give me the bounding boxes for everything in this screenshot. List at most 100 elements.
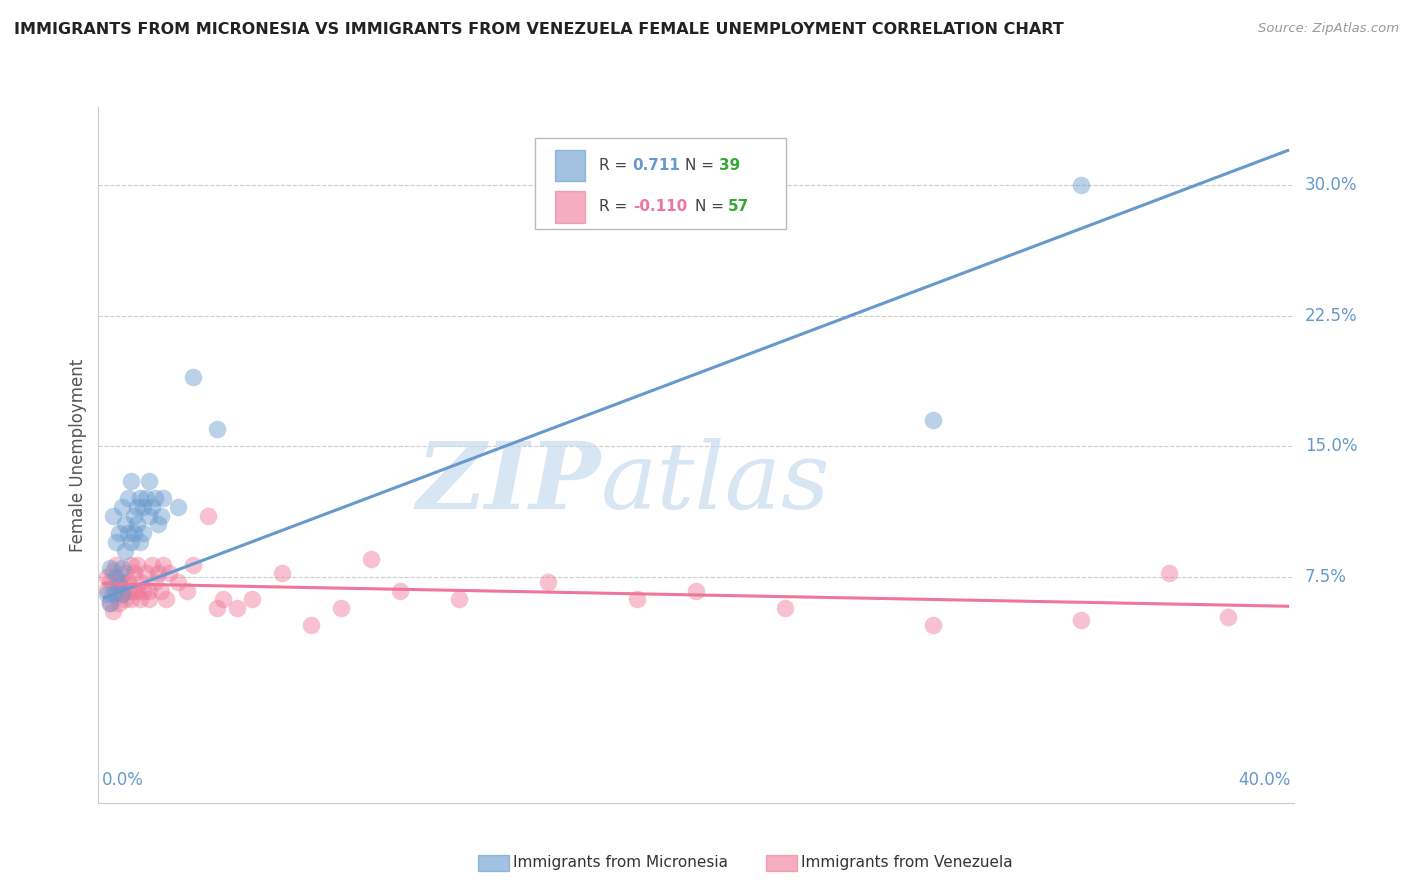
Point [143, 574, 166, 589]
Point [138, 508, 160, 523]
Point [103, 605, 125, 619]
Point [138, 474, 160, 488]
Point [111, 500, 134, 514]
Point [135, 491, 157, 506]
Point [105, 587, 128, 601]
Text: 0.0%: 0.0% [101, 771, 143, 789]
Point [120, 474, 142, 488]
Point [96, 587, 118, 601]
Point [105, 534, 128, 549]
Point [108, 578, 131, 592]
Point [125, 558, 148, 572]
Point [132, 583, 155, 598]
Point [299, 618, 322, 632]
Point [122, 508, 145, 523]
Point [146, 566, 169, 581]
Bar [555, 191, 585, 223]
Point [135, 566, 157, 581]
Point [111, 587, 134, 601]
Point [108, 596, 131, 610]
Point [105, 570, 128, 584]
Point [360, 552, 382, 566]
Point [921, 618, 943, 632]
Point [176, 583, 198, 598]
Point [98, 561, 121, 575]
Text: 0.711: 0.711 [633, 158, 681, 173]
Point [181, 369, 204, 384]
Text: Immigrants from Venezuela: Immigrants from Venezuela [801, 855, 1014, 870]
Point [114, 517, 136, 532]
Point [128, 574, 150, 589]
Point [181, 558, 204, 572]
Text: 39: 39 [718, 158, 740, 173]
Text: 30.0%: 30.0% [1305, 177, 1357, 194]
Point [98, 574, 121, 589]
Point [103, 565, 125, 579]
Text: R =: R = [599, 158, 633, 173]
Point [117, 526, 139, 541]
Y-axis label: Female Unemployment: Female Unemployment [69, 359, 87, 551]
Point [205, 601, 228, 615]
Point [211, 592, 233, 607]
Point [146, 517, 169, 532]
Point [114, 592, 136, 607]
Point [120, 558, 142, 572]
Point [125, 517, 148, 532]
Point [141, 500, 163, 514]
Point [108, 574, 131, 589]
Text: 15.0%: 15.0% [1305, 437, 1357, 455]
Point [152, 558, 174, 572]
Point [205, 422, 228, 436]
Point [226, 601, 249, 615]
Point [449, 592, 471, 607]
Point [111, 574, 134, 589]
Point [98, 596, 121, 610]
Text: 57: 57 [728, 200, 749, 214]
Text: IMMIGRANTS FROM MICRONESIA VS IMMIGRANTS FROM VENEZUELA FEMALE UNEMPLOYMENT CORR: IMMIGRANTS FROM MICRONESIA VS IMMIGRANTS… [14, 22, 1064, 37]
Point [685, 583, 707, 598]
Point [240, 592, 263, 607]
Point [330, 601, 353, 615]
Point [921, 413, 943, 427]
Bar [555, 150, 585, 181]
Point [125, 500, 148, 514]
Point [122, 583, 145, 598]
Point [132, 500, 155, 514]
Point [120, 592, 142, 607]
Text: ZIP: ZIP [416, 438, 600, 528]
Point [114, 543, 136, 558]
Point [138, 592, 160, 607]
Point [111, 587, 134, 601]
Text: 7.5%: 7.5% [1305, 567, 1347, 586]
Text: -0.110: -0.110 [633, 200, 688, 214]
Point [111, 561, 134, 575]
Point [138, 583, 160, 598]
Point [117, 574, 139, 589]
Point [149, 583, 172, 598]
Text: 22.5%: 22.5% [1305, 307, 1357, 325]
Point [157, 566, 180, 581]
Point [120, 534, 142, 549]
Point [155, 592, 177, 607]
Point [96, 582, 118, 596]
Point [143, 491, 166, 506]
Point [128, 534, 150, 549]
Text: N =: N = [695, 200, 728, 214]
Text: atlas: atlas [600, 438, 830, 528]
Point [270, 566, 292, 581]
FancyBboxPatch shape [534, 138, 786, 229]
Point [128, 491, 150, 506]
Point [105, 558, 128, 572]
Point [167, 574, 190, 589]
Point [537, 574, 560, 589]
Point [152, 491, 174, 506]
Text: Source: ZipAtlas.com: Source: ZipAtlas.com [1258, 22, 1399, 36]
Point [103, 508, 125, 523]
Point [103, 587, 125, 601]
Point [389, 583, 412, 598]
Point [1159, 566, 1181, 581]
Point [132, 526, 155, 541]
Point [125, 583, 148, 598]
Point [122, 526, 145, 541]
Point [197, 508, 219, 523]
